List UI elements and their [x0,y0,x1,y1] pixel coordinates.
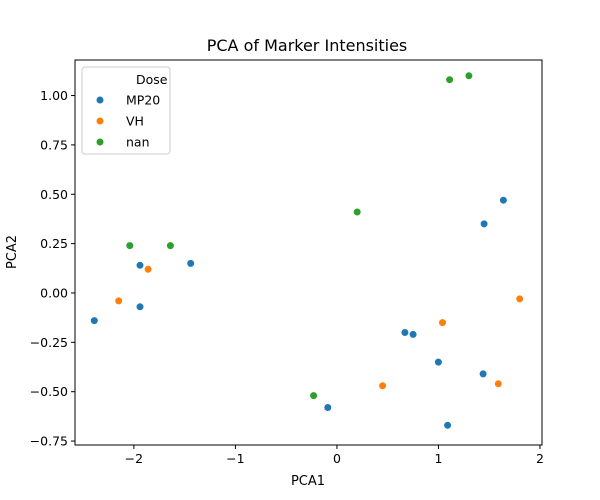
legend-label-nan: nan [126,135,150,150]
legend: Dose MP20 VH nan [81,66,171,155]
point-vh-5 [515,294,524,304]
plot-marks [90,71,524,430]
legend-marker-nan [95,137,105,147]
point-nan-4 [445,75,454,84]
plot-frame [74,59,543,446]
point-mp20-7 [434,358,443,367]
y-tick-label: −0.25 [30,335,68,350]
chart-title: PCA of Marker Intensities [207,36,408,55]
x-tick-label: −2 [125,451,143,466]
y-tick-label: 0.50 [40,187,68,202]
point-vh-2 [378,381,387,390]
x-axis-ticks: −2 −1 0 1 2 [125,445,544,466]
legend-box [81,66,171,155]
point-mp20-2 [135,302,145,311]
x-tick-label: −1 [226,451,244,466]
point-nan-5 [464,71,474,80]
point-mp20-0 [90,316,99,325]
x-axis-label: PCA1 [291,474,325,489]
legend-marker-mp20 [95,95,105,105]
legend-items: MP20 VH nan [95,93,160,150]
y-tick-label: −0.75 [30,434,68,449]
point-mp20-6 [409,330,418,339]
y-tick-label: 0.00 [40,285,68,300]
point-mp20-4 [323,403,332,412]
legend-label-vh: VH [126,114,144,129]
y-axis-ticks: −0.75 −0.50 −0.25 0.00 0.25 0.50 0.75 1.00 [30,88,75,449]
y-tick-label: 0.25 [40,236,68,251]
point-nan-2 [309,391,318,400]
point-vh-1 [144,265,153,274]
point-mp20-10 [480,219,489,228]
x-tick-label: 1 [434,451,442,466]
point-vh-3 [438,318,447,327]
x-tick-label: 0 [333,451,341,466]
legend-label-mp20: MP20 [126,93,160,108]
point-mp20-11 [499,196,508,205]
y-tick-label: 1.00 [40,88,68,103]
point-vh-0 [114,296,123,306]
point-mp20-1 [135,261,145,270]
point-nan-1 [166,241,175,250]
x-tick-label: 2 [536,451,544,466]
point-mp20-8 [443,421,452,430]
y-tick-label: −0.50 [30,384,68,399]
legend-marker-vh [95,116,105,126]
point-nan-0 [125,241,134,250]
point-mp20-3 [186,259,195,268]
point-mp20-9 [479,369,488,379]
legend-title: Dose [136,72,168,87]
y-axis-label: PCA2 [5,235,20,269]
point-nan-3 [353,207,362,217]
point-mp20-5 [400,328,410,337]
y-tick-label: 0.75 [40,137,68,152]
point-vh-4 [494,379,503,388]
